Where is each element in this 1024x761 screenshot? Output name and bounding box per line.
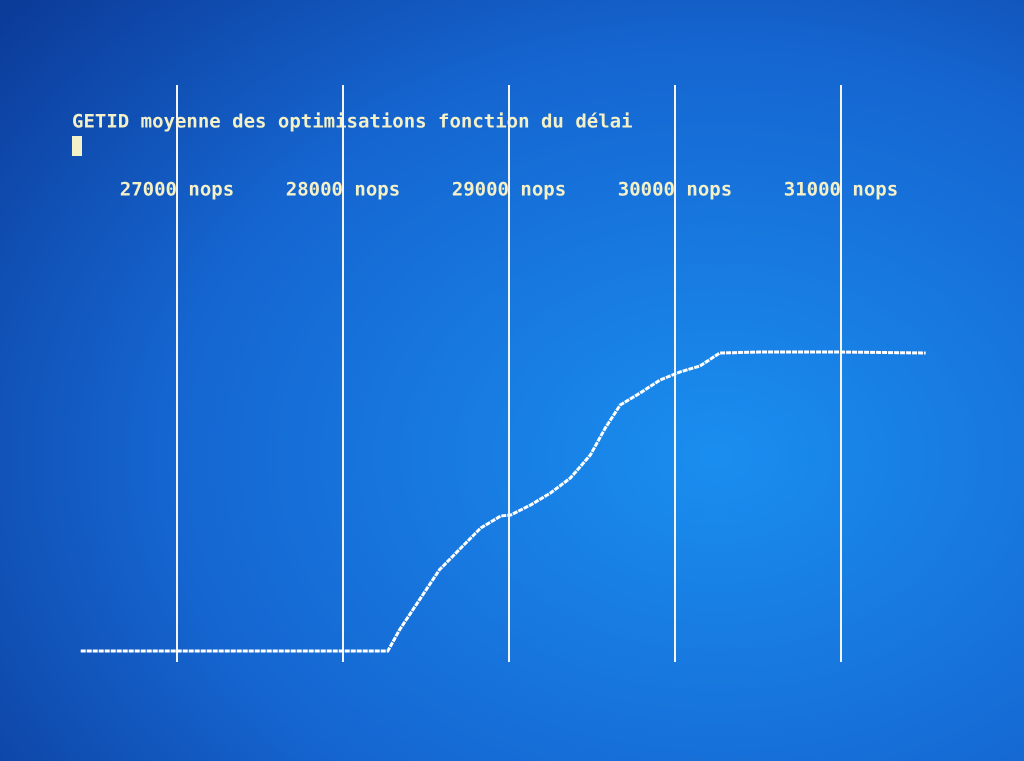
data-line xyxy=(80,350,926,653)
x-tick-label: 30000 nops xyxy=(618,179,732,201)
x-tick-label: 31000 nops xyxy=(784,179,898,201)
x-tick-label: 29000 nops xyxy=(452,179,566,201)
x-tick-label: 28000 nops xyxy=(286,179,400,201)
x-tick-label: 27000 nops xyxy=(120,179,234,201)
cursor xyxy=(72,136,82,156)
chart-title: GETID moyenne des optimisations fonction… xyxy=(72,111,633,133)
